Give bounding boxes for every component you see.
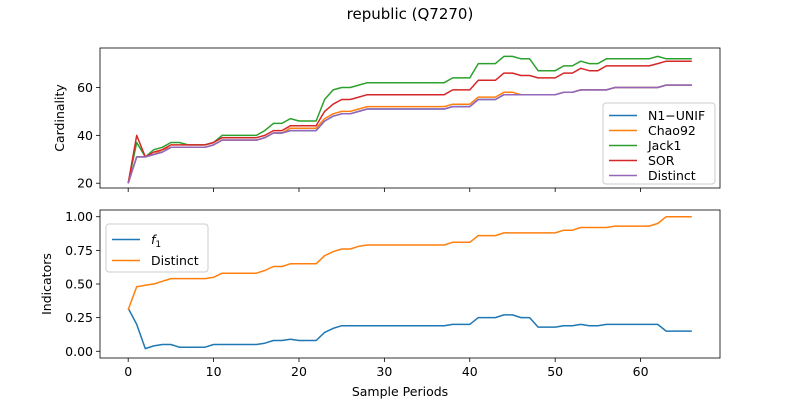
series-line-distinct [127, 84, 692, 184]
legend: f1 Distinct [105, 223, 209, 273]
x-tick-label: 60 [633, 364, 649, 379]
y-tick-label: 20 [77, 176, 93, 191]
legend-label: SOR [648, 153, 675, 168]
legend-label: Chao92 [648, 123, 696, 138]
legend-label: N1−UNIF [648, 108, 705, 123]
x-tick-label: 0 [124, 364, 132, 379]
x-tick-label: 40 [462, 364, 478, 379]
x-tick-label: 50 [547, 364, 563, 379]
y-tick-label: 60 [77, 80, 93, 95]
x-axis-label: Sample Periods [352, 384, 448, 399]
y-tick-label: 0.75 [65, 243, 93, 258]
cardinality-panel: 20 40 60 Cardinality N1−UNIFChao92Jack1SORDi… [52, 47, 721, 192]
legend-label: Jack1 [647, 138, 681, 153]
series-line-f-1 [127, 307, 692, 350]
legend-box [602, 102, 716, 185]
y-tick-label: 0.50 [65, 277, 93, 292]
y-axis-label: Cardinality [52, 84, 67, 152]
y-tick-label: 1.00 [65, 209, 93, 224]
y-tick-label: 0.00 [65, 344, 93, 359]
y-tick-label: 0.25 [65, 310, 93, 325]
series-line-sor [127, 60, 692, 184]
x-tick-label: 30 [376, 364, 392, 379]
x-tick-label: 20 [291, 364, 307, 379]
indicators-panel: 0 10 20 30 40 50 60 0.00 0.25 0.50 0.75 1.00 Indicat… [39, 209, 721, 399]
axes-frame [99, 47, 721, 189]
legend-label: Distinct [648, 168, 696, 183]
y-tick-label: 40 [77, 128, 93, 143]
legend-label: f1 [151, 232, 161, 250]
series-line-distinct [127, 215, 692, 310]
figure-title: republic (Q7270) [347, 5, 474, 23]
x-tick-label: 10 [206, 364, 222, 379]
y-axis-label: Indicators [39, 253, 54, 315]
legend-label: Distinct [151, 253, 199, 268]
series-line-jack1 [127, 55, 692, 184]
